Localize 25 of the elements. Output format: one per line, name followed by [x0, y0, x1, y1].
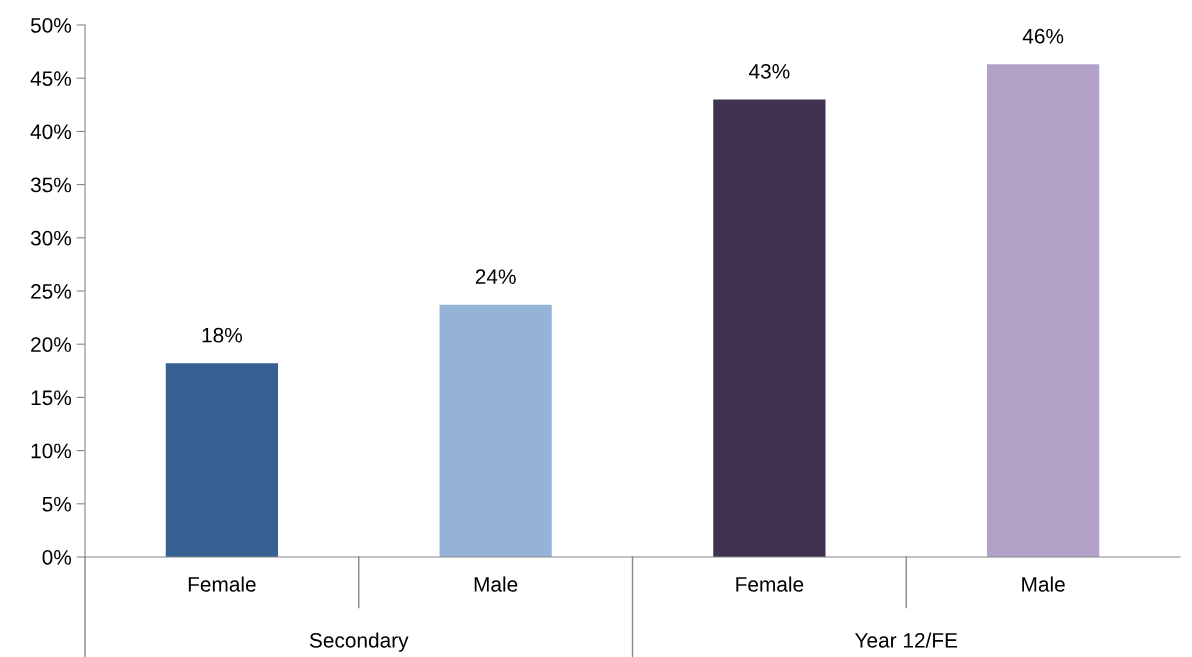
y-tick-label: 30%: [30, 230, 72, 246]
y-tick-label: 0%: [42, 550, 72, 565]
bar: [987, 64, 1100, 557]
text: Secondary: [309, 632, 409, 652]
y-tick-label: 15%: [31, 390, 72, 406]
data-label: 24%: [475, 269, 516, 284]
bar: [439, 304, 552, 557]
x-tick-label: Male: [1022, 576, 1065, 592]
y-tick-label: 50%: [30, 18, 72, 33]
y-tick-label: 20%: [31, 337, 72, 352]
data-label: 43%: [749, 63, 790, 79]
bar: [713, 99, 826, 557]
y-tick-label: 10%: [31, 443, 72, 459]
x-tick-label: Male: [474, 576, 518, 592]
data-label: 46%: [1022, 28, 1064, 44]
y-tick-label: 25%: [31, 284, 72, 299]
data-label: 18%: [202, 327, 242, 343]
y-tick-label: 40%: [30, 124, 72, 140]
text: Year 12/FE: [854, 632, 958, 648]
y-tick-label: 5%: [42, 496, 72, 512]
x-tick-label: Female: [188, 576, 256, 592]
y-tick-label: 45%: [30, 71, 72, 86]
y-tick-label: 35%: [30, 177, 72, 193]
x-tick-label: Female: [736, 576, 804, 592]
bar: [165, 363, 278, 557]
